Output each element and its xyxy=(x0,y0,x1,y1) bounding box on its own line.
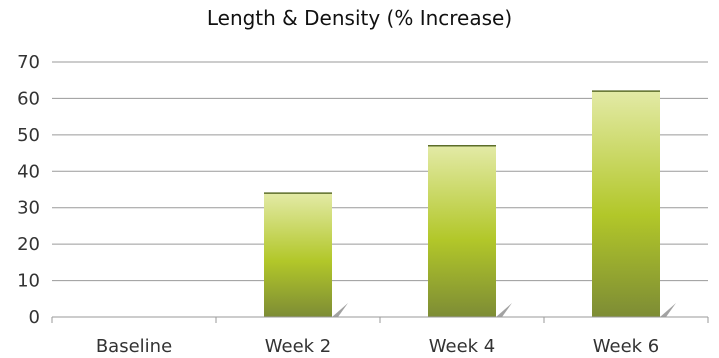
y-tick-label: 60 xyxy=(17,88,40,109)
y-tick-label: 10 xyxy=(17,271,40,292)
bar xyxy=(264,193,332,317)
bar-shadow xyxy=(496,303,512,317)
y-tick-label: 0 xyxy=(29,307,40,328)
y-tick-label: 30 xyxy=(17,198,40,219)
x-axis xyxy=(51,316,709,323)
bars xyxy=(264,90,676,318)
chart-title: Length & Density (% Increase) xyxy=(206,6,513,30)
y-tick-label: 70 xyxy=(17,52,40,73)
y-tick-label: 20 xyxy=(17,234,40,255)
x-category-label: Baseline xyxy=(96,336,172,357)
x-category-label: Week 6 xyxy=(593,336,660,357)
x-category-label: Week 2 xyxy=(265,336,332,357)
y-tick-label: 50 xyxy=(17,125,40,146)
bar-shadow xyxy=(332,303,348,317)
bar-shadow xyxy=(660,303,676,317)
x-axis-labels: Baseline Week 2 Week 4 Week 6 xyxy=(96,336,659,357)
bar xyxy=(428,145,496,317)
x-category-label: Week 4 xyxy=(429,336,496,357)
y-tick-label: 40 xyxy=(17,161,40,182)
y-axis-ticks: 0 10 20 30 40 50 60 70 xyxy=(17,52,40,328)
bar xyxy=(592,91,660,318)
